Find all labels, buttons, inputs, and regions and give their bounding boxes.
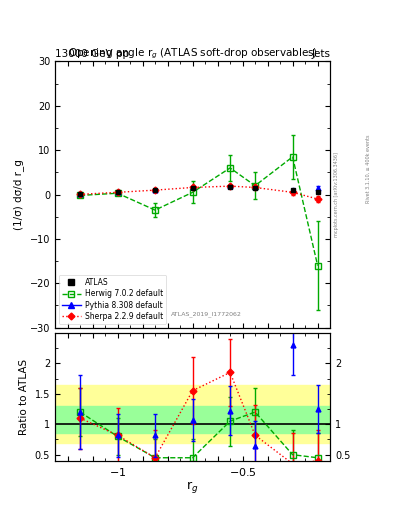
Text: 13000 GeV pp: 13000 GeV pp [55,49,129,59]
Y-axis label: Ratio to ATLAS: Ratio to ATLAS [19,359,29,435]
Legend: ATLAS, Herwig 7.0.2 default, Pythia 8.308 default, Sherpa 2.2.9 default: ATLAS, Herwig 7.0.2 default, Pythia 8.30… [59,275,166,324]
Bar [55,385,330,442]
Y-axis label: (1/σ) dσ/d r_g: (1/σ) dσ/d r_g [13,159,24,230]
Bar [55,406,330,433]
Title: Opening angle r$_g$ (ATLAS soft-drop observables): Opening angle r$_g$ (ATLAS soft-drop obs… [68,47,318,61]
Text: ATLAS_2019_I1772062: ATLAS_2019_I1772062 [171,311,242,317]
X-axis label: r$_g$: r$_g$ [186,479,199,495]
Text: Rivet 3.1.10, ≥ 400k events: Rivet 3.1.10, ≥ 400k events [365,135,371,203]
Text: mcplots.cern.ch [arXiv:1306.3436]: mcplots.cern.ch [arXiv:1306.3436] [334,152,339,237]
Text: Jets: Jets [311,49,330,59]
